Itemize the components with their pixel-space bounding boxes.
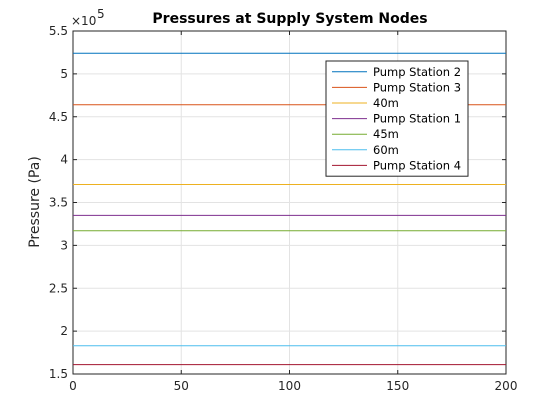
legend-entry-label: Pump Station 1 xyxy=(373,112,461,126)
legend-entry-label: Pump Station 4 xyxy=(373,158,461,172)
x-tick-label: 100 xyxy=(278,379,301,393)
y-tick-label: 3 xyxy=(60,238,68,252)
legend-entry-label: 45m xyxy=(373,127,399,141)
chart-title: Pressures at Supply System Nodes xyxy=(152,11,427,27)
y-tick-label: 5.5 xyxy=(49,24,68,38)
series-lines xyxy=(73,52,506,366)
y-tick-label: 2.5 xyxy=(49,281,68,295)
x-tick-label: 150 xyxy=(386,379,409,393)
y-tick-label: 4.5 xyxy=(49,110,68,124)
legend-entry-label: Pump Station 2 xyxy=(373,65,461,79)
x-tick-label: 0 xyxy=(69,379,77,393)
axis-ticks: 0 50 100 150 200 1.5 2 2.5 3 3.5 4 4.5 5 5.5 xyxy=(49,24,518,393)
y-axis-title: Pressure (Pa) xyxy=(27,156,43,248)
legend-entry-label: Pump Station 3 xyxy=(373,80,461,94)
y-tick-label: 2 xyxy=(60,324,68,338)
y-tick-label: 5 xyxy=(60,67,68,81)
y-axis-exponent-power: 5 xyxy=(97,7,105,21)
y-tick-label: 4 xyxy=(60,153,68,167)
x-tick-label: 200 xyxy=(495,379,518,393)
x-tick-label: 50 xyxy=(174,379,189,393)
y-tick-label: 1.5 xyxy=(49,367,68,381)
y-axis-exponent-base: ×10 xyxy=(71,14,96,28)
y-tick-label: 3.5 xyxy=(49,196,68,210)
legend-entry-label: 60m xyxy=(373,143,399,157)
legend-entry-label: 40m xyxy=(373,96,399,110)
y-axis-exponent: ×10 5 xyxy=(71,7,105,28)
